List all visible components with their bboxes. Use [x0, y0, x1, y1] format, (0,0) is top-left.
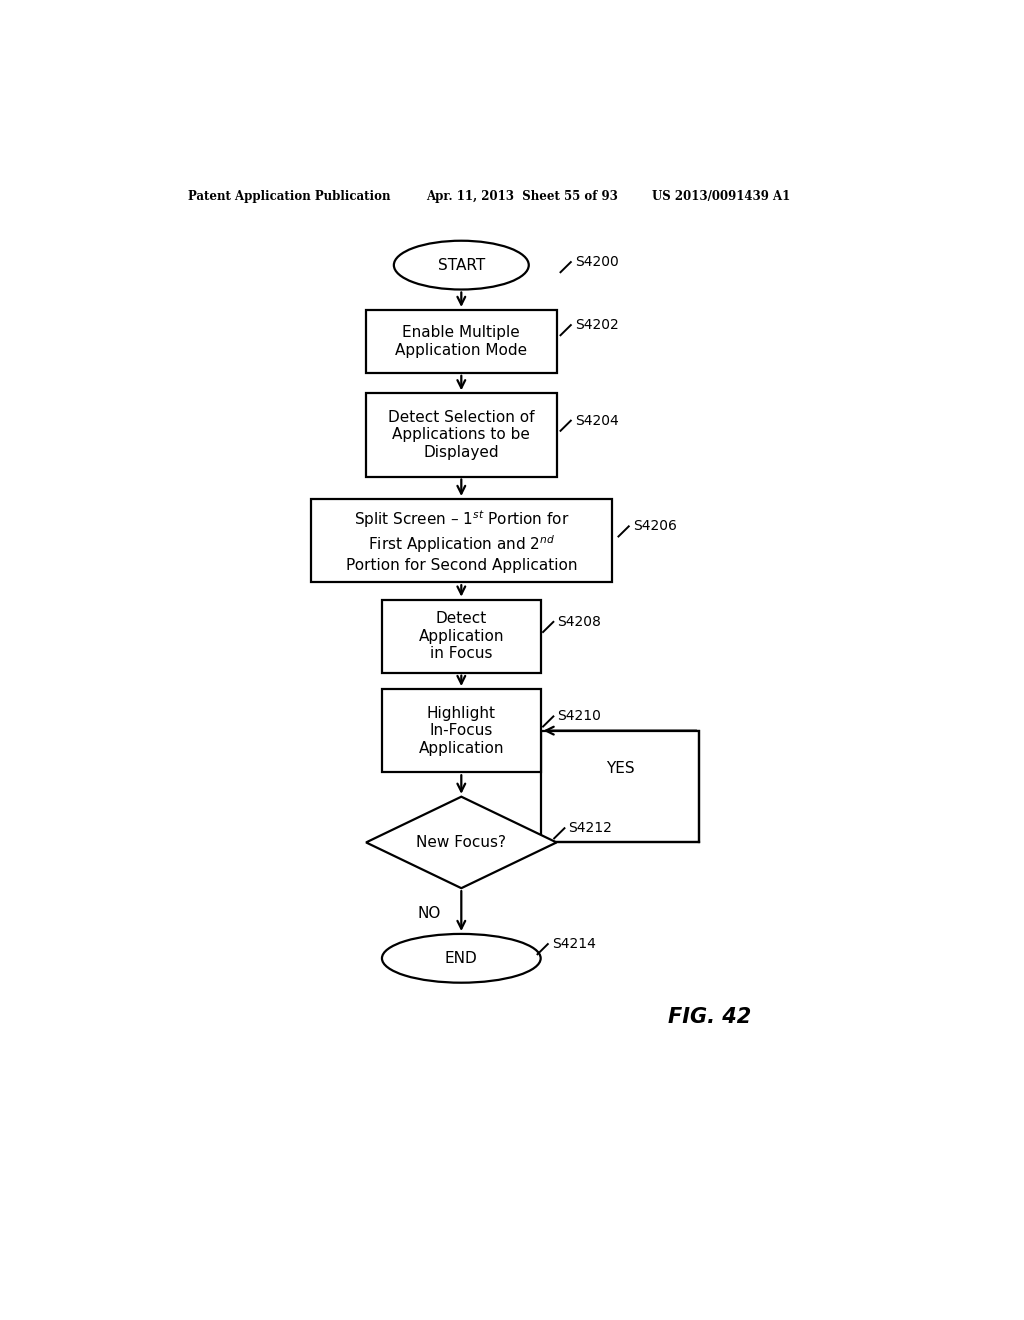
Text: NO: NO	[418, 906, 441, 921]
Text: S4210: S4210	[557, 709, 601, 723]
Text: S4202: S4202	[574, 318, 618, 333]
Text: S4214: S4214	[552, 937, 596, 952]
Text: Patent Application Publication: Patent Application Publication	[187, 190, 390, 202]
FancyBboxPatch shape	[382, 689, 541, 772]
Text: Enable Multiple
Application Mode: Enable Multiple Application Mode	[395, 325, 527, 358]
FancyBboxPatch shape	[382, 599, 541, 673]
Text: S4206: S4206	[633, 519, 677, 533]
Text: S4204: S4204	[574, 413, 618, 428]
Text: New Focus?: New Focus?	[417, 836, 506, 850]
FancyBboxPatch shape	[541, 731, 699, 842]
Text: Split Screen – 1$^{st}$ Portion for
First Application and 2$^{nd}$
Portion for S: Split Screen – 1$^{st}$ Portion for Firs…	[345, 508, 578, 573]
Text: US 2013/0091439 A1: US 2013/0091439 A1	[652, 190, 791, 202]
FancyBboxPatch shape	[310, 499, 612, 582]
Text: S4208: S4208	[557, 615, 601, 628]
FancyBboxPatch shape	[367, 310, 557, 372]
Text: Highlight
In-Focus
Application: Highlight In-Focus Application	[419, 706, 504, 755]
Text: Apr. 11, 2013  Sheet 55 of 93: Apr. 11, 2013 Sheet 55 of 93	[426, 190, 617, 202]
Text: Detect Selection of
Applications to be
Displayed: Detect Selection of Applications to be D…	[388, 411, 535, 459]
Text: END: END	[445, 950, 477, 966]
Text: FIG. 42: FIG. 42	[668, 1007, 751, 1027]
Text: Detect
Application
in Focus: Detect Application in Focus	[419, 611, 504, 661]
Text: S4200: S4200	[574, 255, 618, 269]
Text: START: START	[437, 257, 485, 273]
Text: S4212: S4212	[568, 821, 612, 836]
Text: YES: YES	[606, 760, 634, 776]
FancyBboxPatch shape	[367, 393, 557, 477]
Polygon shape	[367, 797, 557, 888]
